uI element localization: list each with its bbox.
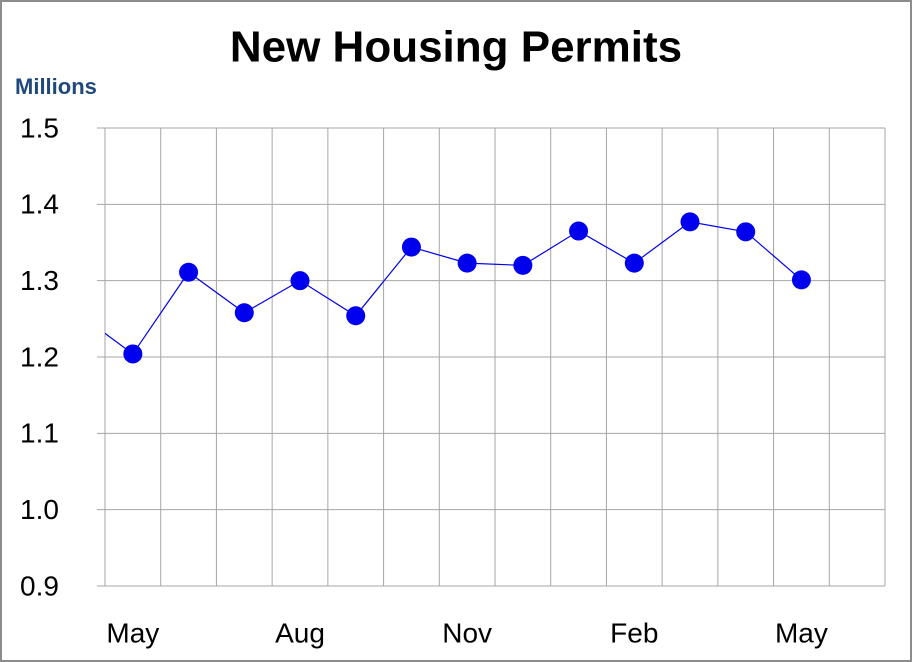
marker — [290, 271, 310, 291]
marker — [234, 303, 254, 323]
series — [105, 212, 811, 364]
marker — [791, 270, 811, 290]
marker — [346, 306, 366, 326]
line — [105, 221, 802, 355]
y-tick-label: 1.2 — [20, 341, 59, 372]
x-tick-label: Aug — [275, 617, 325, 648]
x-tick-label: Feb — [610, 617, 658, 648]
y-tick-label: 1.1 — [20, 418, 59, 449]
marker — [401, 237, 421, 257]
marker — [624, 253, 644, 273]
y-axis-label: Millions — [15, 74, 97, 99]
y-tick-label: 1.3 — [20, 265, 59, 296]
x-tick-label: May — [775, 617, 828, 648]
chart-title: New Housing Permits — [230, 23, 682, 72]
marker — [123, 344, 143, 364]
marker — [179, 262, 199, 282]
marker — [680, 212, 700, 232]
y-tick-label: 0.9 — [20, 570, 59, 601]
x-tick-label: Nov — [442, 617, 492, 648]
marker — [513, 255, 533, 275]
x-tick-label: May — [106, 617, 159, 648]
marker — [569, 221, 589, 241]
marker — [736, 222, 756, 242]
y-tick-label: 1.4 — [20, 189, 59, 220]
marker — [457, 253, 477, 273]
y-tick-label: 1.5 — [20, 112, 59, 143]
y-tick-label: 1.0 — [20, 494, 59, 525]
